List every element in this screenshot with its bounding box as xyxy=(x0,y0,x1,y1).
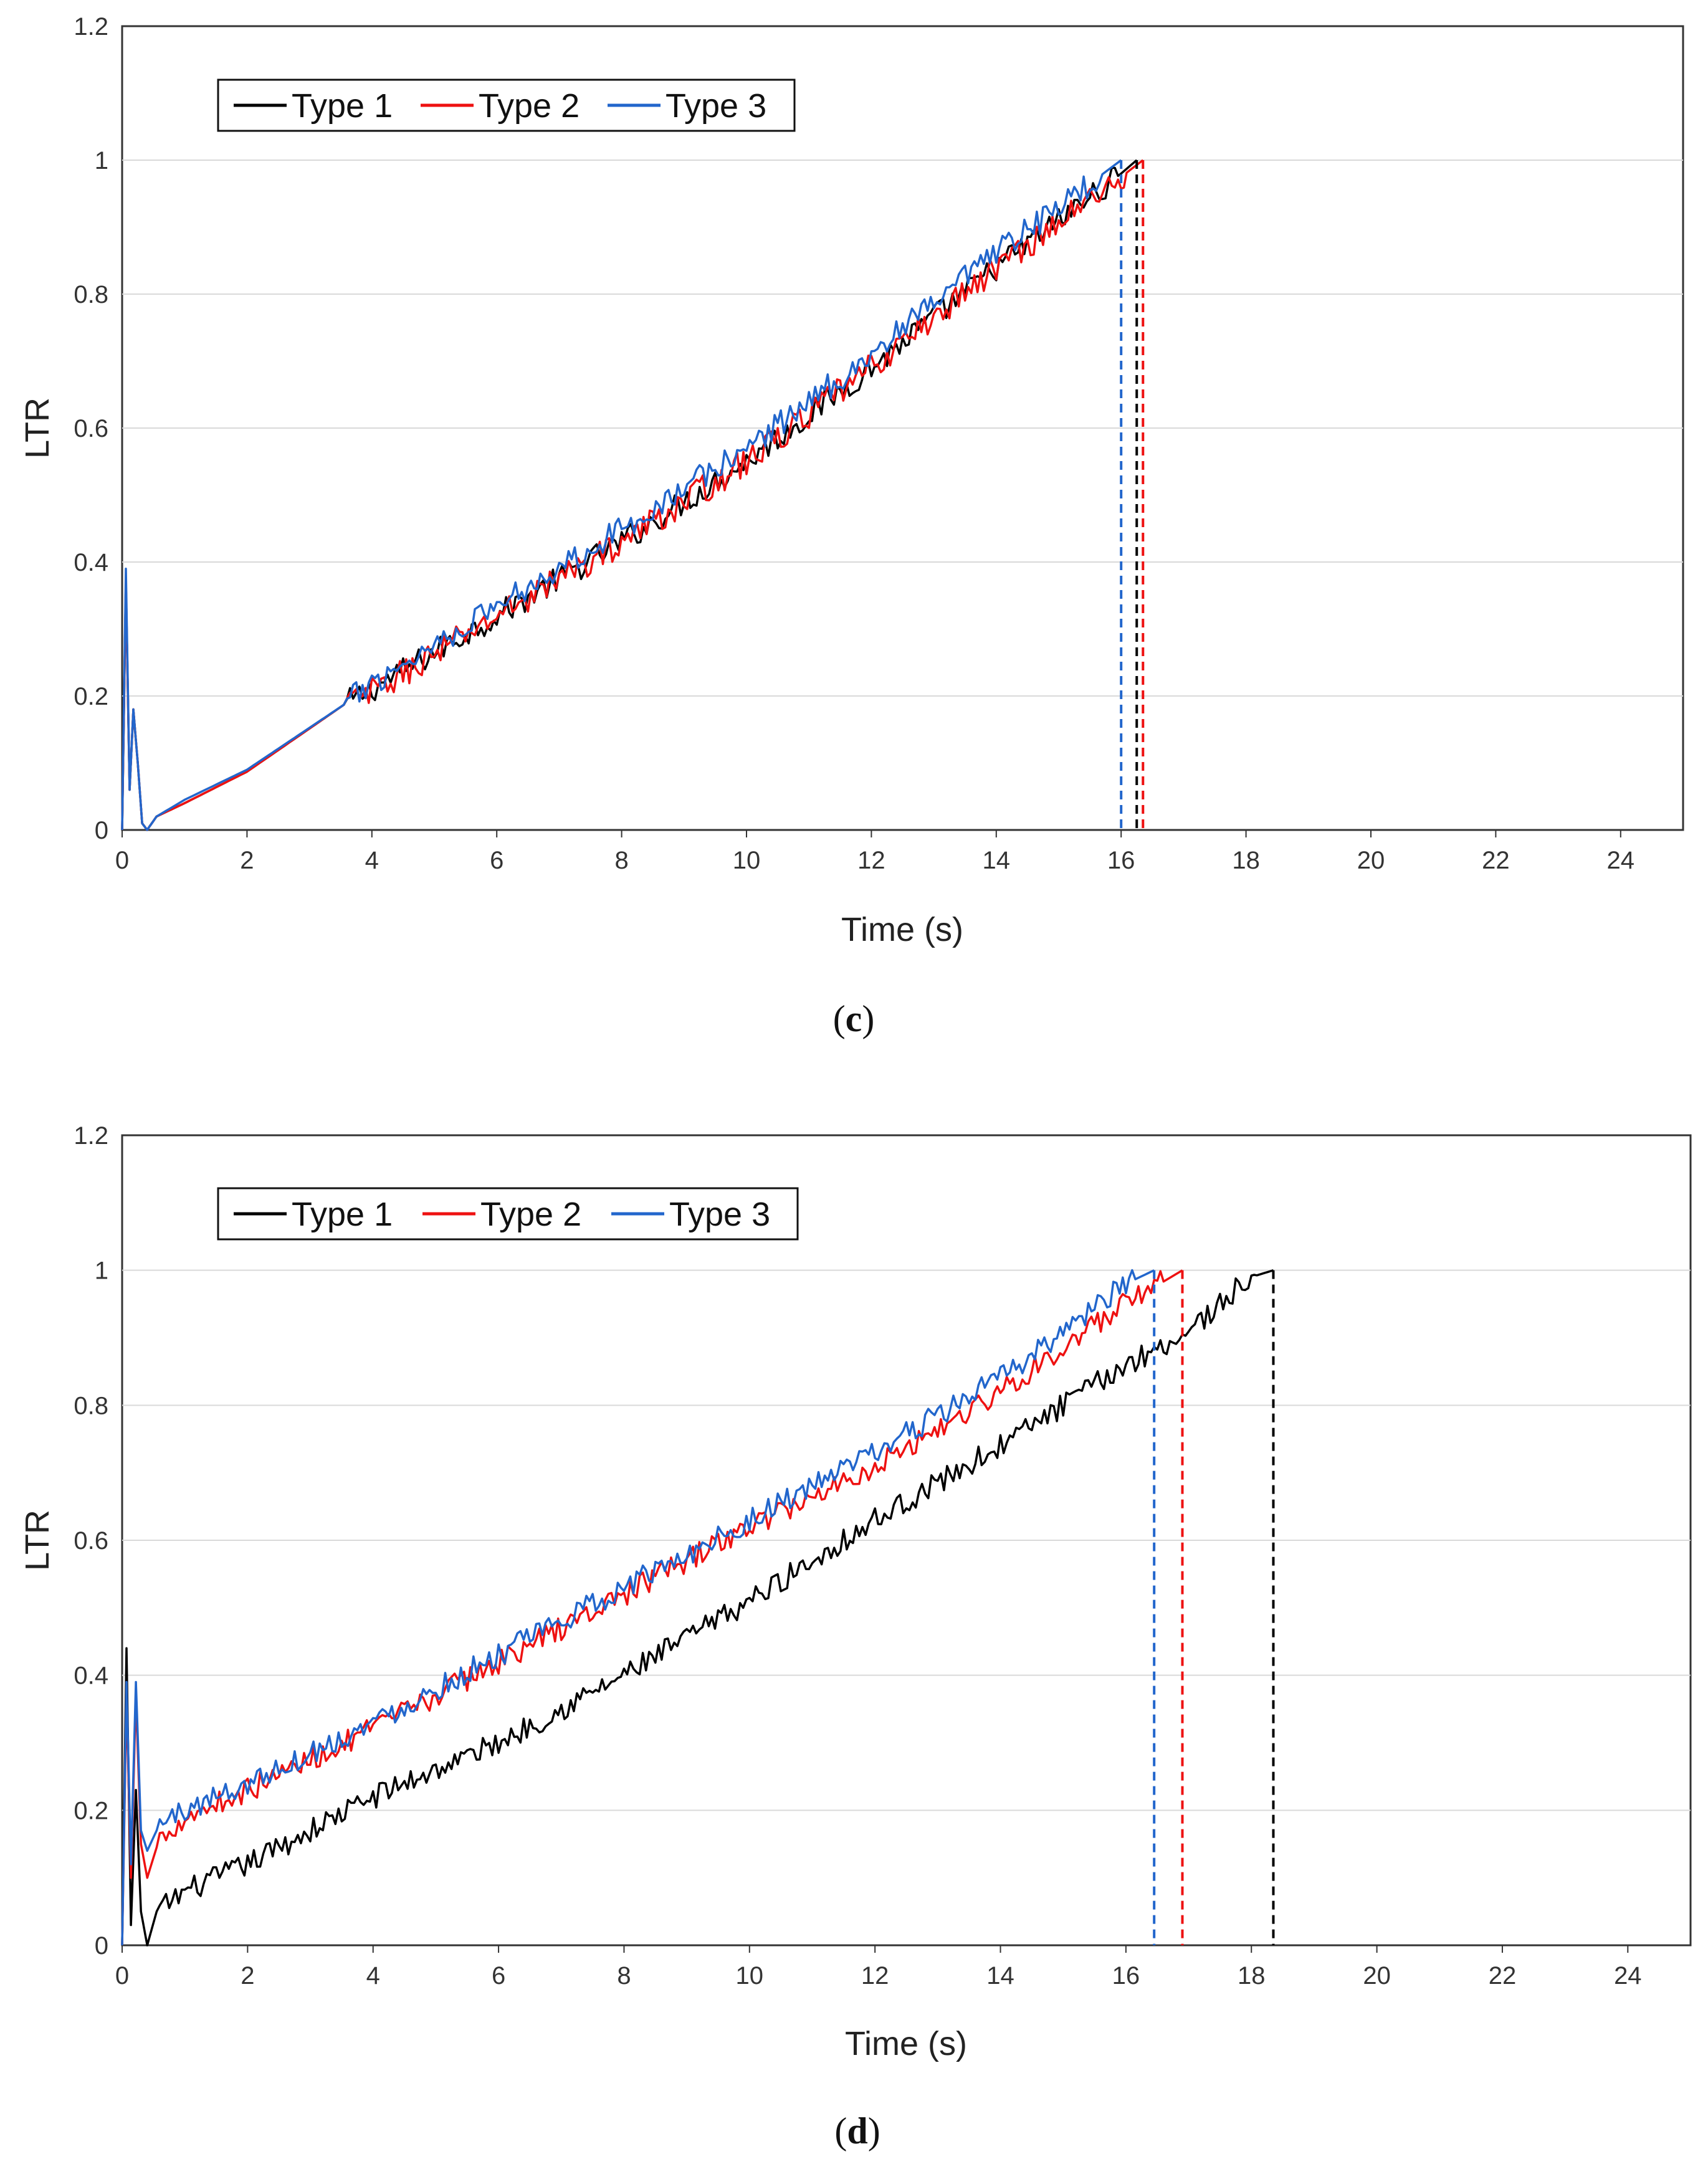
y-axis-label: LTR xyxy=(19,398,56,459)
series-line-type-2 xyxy=(121,1269,1183,1946)
x-tick-label: 18 xyxy=(1232,847,1260,874)
y-axis-label: LTR xyxy=(19,1510,56,1571)
rollover-markers xyxy=(1153,1270,1275,1945)
x-tick-label: 2 xyxy=(241,1962,254,1990)
x-tick-label: 8 xyxy=(617,1962,631,1990)
legend-label-type-1: Type 1 xyxy=(292,1196,393,1233)
panel-caption-d: (d) xyxy=(834,2110,880,2152)
y-tick-label: 0.8 xyxy=(74,1392,108,1419)
gridlines xyxy=(122,160,1683,697)
series-line-type-3 xyxy=(121,159,1122,831)
x-tick-label: 0 xyxy=(115,1962,129,1990)
y-tick-label: 0 xyxy=(95,817,108,844)
series-lines xyxy=(121,1269,1274,1947)
panel-letter-d: d xyxy=(847,2110,867,2152)
legend-box xyxy=(217,79,796,132)
legend-label-type-2: Type 2 xyxy=(480,1196,581,1233)
y-tick-label: 0.2 xyxy=(74,1797,108,1824)
y-tick-label: 1.2 xyxy=(74,1122,108,1150)
x-tick-label: 24 xyxy=(1614,1962,1642,1990)
panel-letter-c: c xyxy=(846,998,862,1039)
y-tick-labels: 0 0.2 0.4 0.6 0.8 1 1.2 xyxy=(74,1122,108,1960)
x-tick-label: 20 xyxy=(1363,1962,1391,1990)
y-tick-label: 1 xyxy=(95,1257,108,1285)
x-tick-label: 16 xyxy=(1107,847,1135,874)
x-tick-labels: 0 2 4 6 8 10 12 14 16 18 20 22 24 xyxy=(115,1945,1642,1990)
chart-panel-d: 00.20.40.60.811.2 0 2 4 6 8 10 12 14 16 18 20 22 24 … xyxy=(19,1122,1692,2152)
x-tick-label: 0 xyxy=(115,847,129,874)
x-tick-label: 22 xyxy=(1482,847,1510,874)
x-tick-label: 12 xyxy=(857,847,885,874)
x-tick-label: 12 xyxy=(861,1962,889,1990)
x-tick-label: 6 xyxy=(492,1962,505,1990)
chart-panel-c: 00.20.40.60.811.2 0 2 4 6 8 10 12 14 16 18 20 22 24 … xyxy=(19,13,1684,1039)
x-tick-label: 10 xyxy=(736,1962,764,1990)
legend: Type 1 Type 2 Type 3 xyxy=(217,1187,799,1241)
x-tick-label: 14 xyxy=(986,1962,1014,1990)
y-tick-label: 1.2 xyxy=(74,13,108,41)
rollover-markers xyxy=(1120,160,1145,830)
series-line-type-1 xyxy=(121,1269,1274,1947)
legend-label-type-3: Type 3 xyxy=(669,1196,770,1233)
x-tick-label: 4 xyxy=(365,847,379,874)
y-tick-labels: 0 0.2 0.4 0.6 0.8 1 1.2 xyxy=(74,13,108,844)
legend-box xyxy=(217,1187,799,1241)
panel-caption-c: (c) xyxy=(833,998,875,1039)
x-tick-label: 18 xyxy=(1238,1962,1266,1990)
y-tick-label: 0.6 xyxy=(74,1527,108,1555)
y-tick-label: 0 xyxy=(95,1932,108,1960)
y-tick-label: 0.6 xyxy=(74,415,108,442)
x-tick-label: 8 xyxy=(614,847,628,874)
x-tick-label: 24 xyxy=(1607,847,1635,874)
x-axis-label: Time (s) xyxy=(841,911,963,948)
y-tick-label: 1 xyxy=(95,147,108,174)
x-tick-label: 14 xyxy=(983,847,1011,874)
x-tick-label: 4 xyxy=(366,1962,380,1990)
series-line-type-2 xyxy=(121,159,1144,831)
y-tick-label: 0.4 xyxy=(74,1662,108,1690)
y-tick-label: 0.2 xyxy=(74,683,108,710)
x-tick-label: 16 xyxy=(1112,1962,1140,1990)
x-tick-label: 2 xyxy=(240,847,254,874)
legend: Type 1 Type 2 Type 3 xyxy=(217,79,796,132)
legend-label-type-1: Type 1 xyxy=(292,87,393,125)
y-tick-label: 0.8 xyxy=(74,281,108,308)
x-tick-label: 6 xyxy=(490,847,503,874)
series-lines xyxy=(121,159,1144,831)
x-tick-label: 20 xyxy=(1357,847,1385,874)
x-tick-label: 10 xyxy=(733,847,761,874)
x-tick-labels: 0 2 4 6 8 10 12 14 16 18 20 22 24 xyxy=(115,830,1634,874)
x-tick-label: 22 xyxy=(1489,1962,1517,1990)
series-line-type-3 xyxy=(121,1269,1155,1946)
legend-label-type-2: Type 2 xyxy=(479,87,580,125)
x-axis-label: Time (s) xyxy=(845,2025,967,2062)
legend-label-type-3: Type 3 xyxy=(666,87,766,125)
y-tick-label: 0.4 xyxy=(74,549,108,576)
gridlines xyxy=(122,1269,1691,1811)
